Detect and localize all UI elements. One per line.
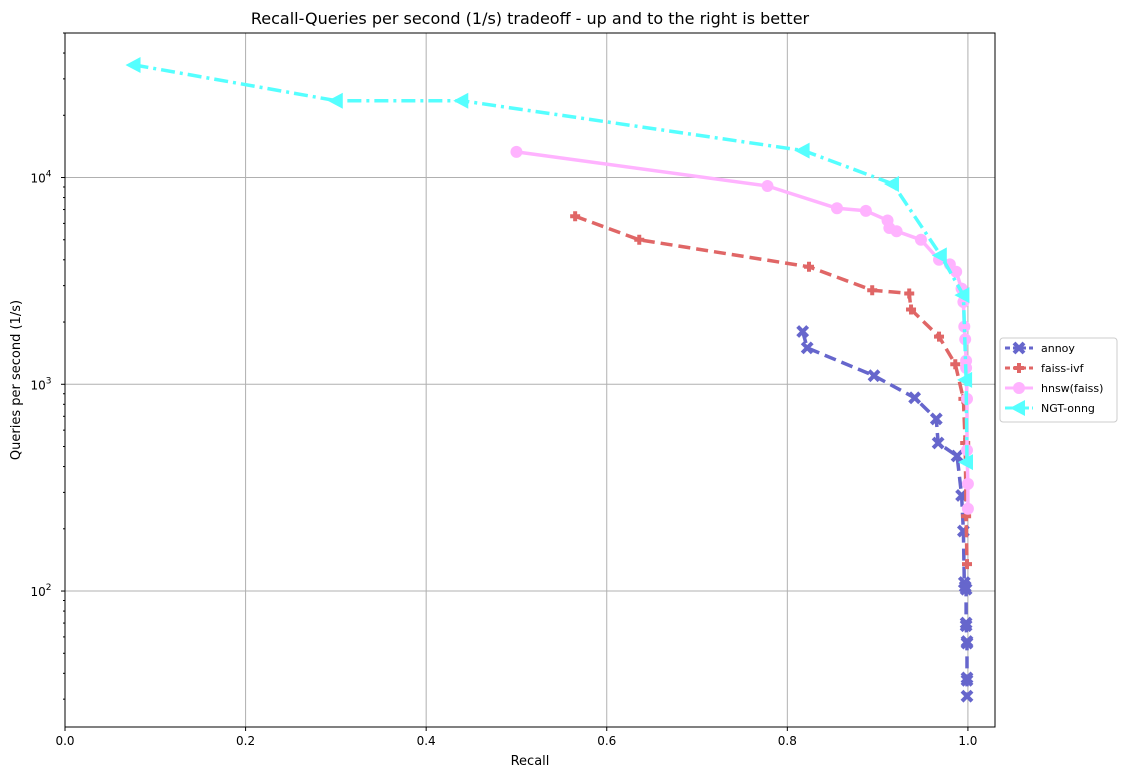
chart-title: Recall-Queries per second (1/s) tradeoff… xyxy=(251,9,810,28)
data-point xyxy=(957,371,973,388)
legend-marker xyxy=(1010,400,1025,416)
y-tick-label: 102 xyxy=(30,583,51,599)
data-point xyxy=(960,689,974,703)
x-axis: 0.0 0.2 0.4 0.6 0.8 1.0 xyxy=(55,727,977,748)
data-point xyxy=(859,204,872,217)
data-point xyxy=(867,285,878,296)
data-point xyxy=(804,261,814,272)
data-point xyxy=(570,211,581,222)
x-tick-label: 0.4 xyxy=(417,734,436,748)
data-point xyxy=(800,341,814,355)
legend-marker xyxy=(1012,341,1026,355)
data-point xyxy=(960,673,974,687)
legend-marker xyxy=(1014,363,1024,373)
data-point xyxy=(761,179,774,192)
data-point xyxy=(961,477,974,490)
legend-label: hnsw(faiss) xyxy=(1041,382,1103,395)
y-tick-exponent: 4 xyxy=(46,170,52,180)
x-axis-label: Recall xyxy=(511,754,550,769)
data-point xyxy=(958,320,971,333)
data-point xyxy=(453,92,469,109)
data-point xyxy=(906,304,917,315)
data-point xyxy=(929,412,943,426)
data-point xyxy=(125,57,141,74)
series-annoy xyxy=(796,325,974,703)
data-point xyxy=(327,92,343,109)
series-line xyxy=(134,63,969,463)
legend-label: NGT-onng xyxy=(1041,402,1095,415)
series-faiss-ivf xyxy=(570,211,973,570)
data-point xyxy=(830,202,843,215)
data-point xyxy=(914,233,927,246)
y-axis-label: Queries per second (1/s) xyxy=(9,300,24,460)
data-point xyxy=(931,247,947,264)
data-point xyxy=(958,454,974,471)
series-layer xyxy=(125,57,974,703)
legend-label: faiss-ivf xyxy=(1041,362,1085,375)
y-tick-base: 10 xyxy=(30,585,45,599)
y-tick-base: 10 xyxy=(30,172,45,186)
x-tick-label: 0.8 xyxy=(778,734,797,748)
legend-label: annoy xyxy=(1041,342,1075,355)
legend: annoy faiss-ivf hnsw(faiss) NGT-onng xyxy=(999,337,1118,423)
y-tick-exponent: 3 xyxy=(46,376,52,386)
data-point xyxy=(950,449,964,463)
legend-box xyxy=(999,337,1118,423)
x-tick-label: 0.2 xyxy=(236,734,255,748)
series-line xyxy=(801,331,969,697)
data-point xyxy=(959,582,973,596)
series-line xyxy=(574,214,969,565)
series-ngt-onng xyxy=(125,57,974,471)
series-line xyxy=(516,150,970,509)
data-point xyxy=(960,636,974,650)
data-point xyxy=(796,325,810,338)
data-point xyxy=(908,391,922,405)
legend-marker xyxy=(1013,382,1025,394)
data-point xyxy=(934,331,945,342)
data-point xyxy=(883,176,899,193)
data-point xyxy=(959,619,973,633)
data-point xyxy=(931,436,945,450)
data-point xyxy=(962,559,973,570)
y-tick-base: 10 xyxy=(30,378,45,392)
y-tick-label: 103 xyxy=(30,376,51,392)
data-point xyxy=(794,142,810,159)
data-point xyxy=(890,225,903,238)
grid xyxy=(64,33,995,727)
data-point xyxy=(950,359,961,370)
data-point xyxy=(867,369,881,383)
data-point xyxy=(961,502,974,515)
data-point xyxy=(634,234,645,245)
y-tick-label: 104 xyxy=(30,170,51,186)
plot-frame xyxy=(64,32,996,728)
data-point xyxy=(510,145,523,158)
x-tick-label: 0.6 xyxy=(597,734,616,748)
data-point xyxy=(950,265,963,278)
y-tick-exponent: 2 xyxy=(46,583,52,593)
x-tick-label: 1.0 xyxy=(958,734,977,748)
x-tick-label: 0.0 xyxy=(55,734,74,748)
data-point xyxy=(904,288,915,299)
data-point xyxy=(954,287,970,304)
